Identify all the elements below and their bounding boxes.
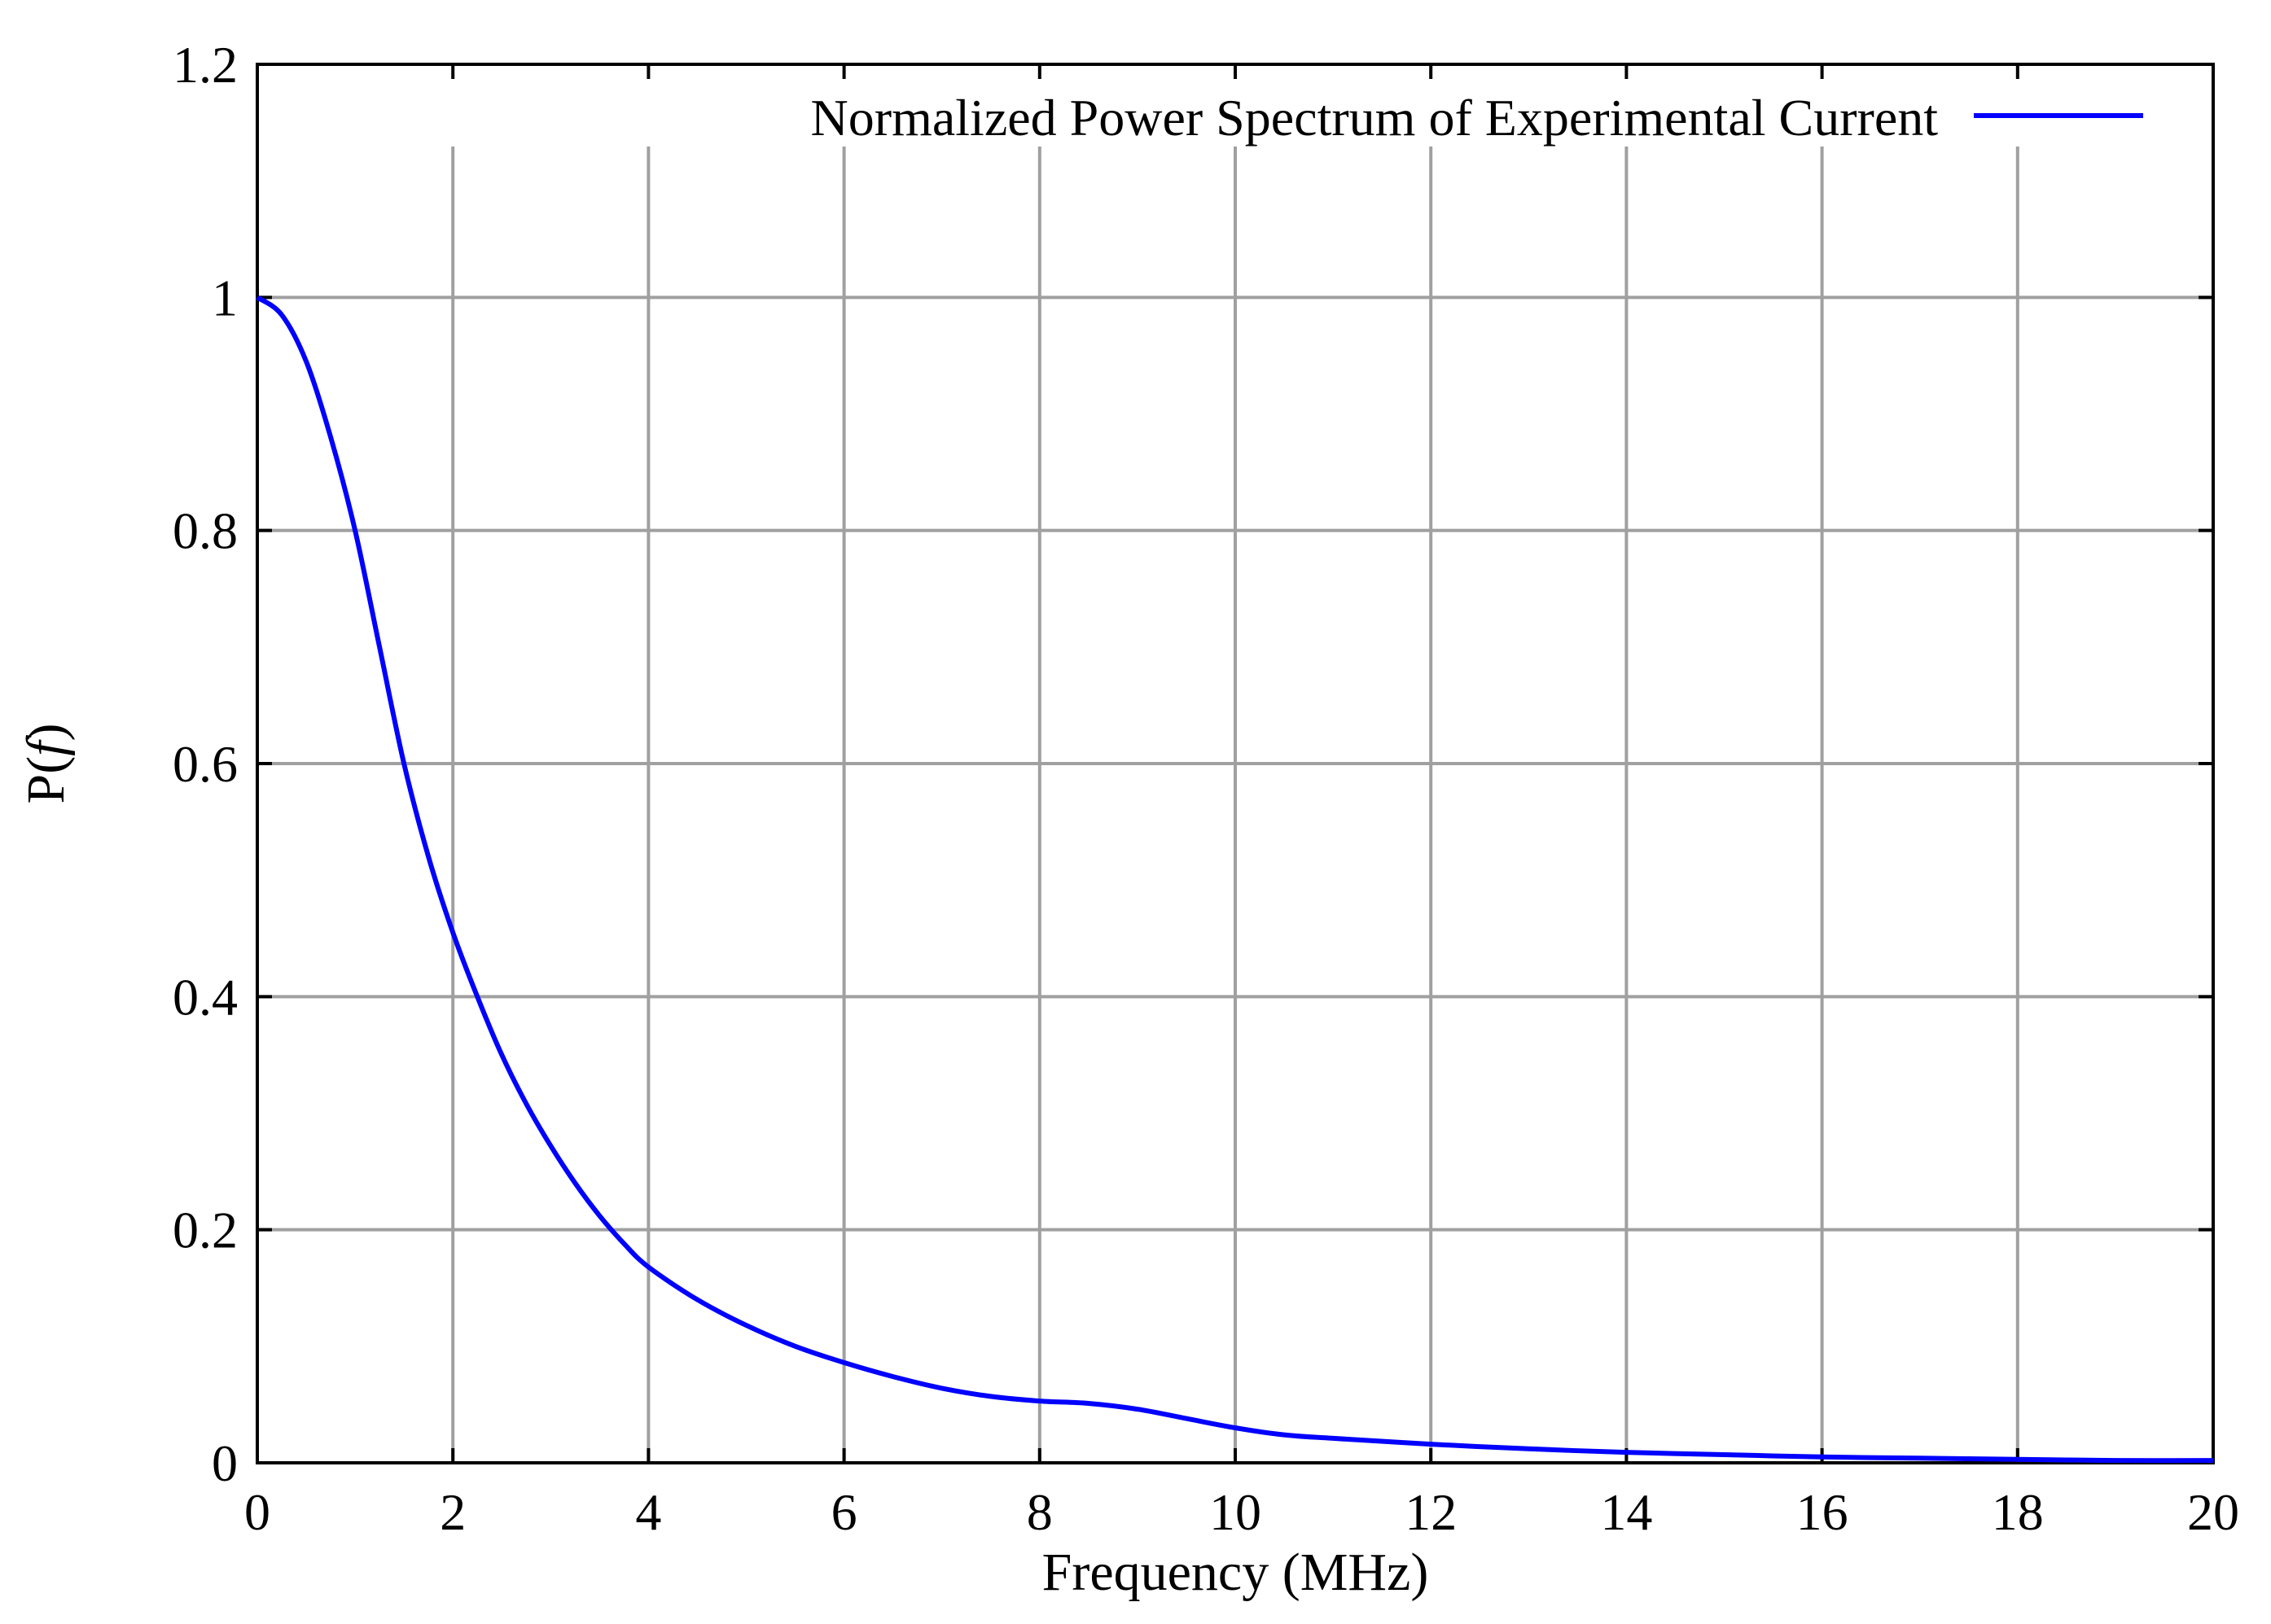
y-tick-label: 0 — [212, 1434, 238, 1492]
series-line — [256, 295, 2214, 1464]
x-tick-label: 10 — [1209, 1483, 1261, 1541]
x-axis-label: Frequency (MHz) — [1042, 1543, 1429, 1602]
y-tick-label: 0.4 — [173, 968, 238, 1026]
y-tick-label: 0.8 — [173, 502, 238, 560]
y-axis-label: P(f) — [16, 723, 76, 803]
plot-frame — [256, 63, 2215, 1464]
y-tick-label: 1 — [212, 269, 238, 326]
y-tick-labels: 0 0.2 0.4 0.6 0.8 1 1.2 — [173, 36, 238, 1492]
y-tick-label: 0.6 — [173, 735, 238, 793]
x-tick-label: 12 — [1405, 1483, 1457, 1541]
series-layer — [256, 295, 2214, 1464]
x-tick-label: 18 — [1992, 1483, 2044, 1541]
x-tick-label: 20 — [2187, 1483, 2239, 1541]
y-tick-label: 1.2 — [173, 36, 238, 94]
x-tick-label: 8 — [1027, 1483, 1053, 1541]
y-axis-label-prefix: P( — [16, 756, 76, 804]
x-tick-labels: 0 2 4 6 8 10 12 14 16 18 20 — [244, 1483, 2239, 1541]
legend: Normalized Power Spectrum of Experimenta… — [811, 89, 2143, 147]
grid-lines — [257, 147, 2213, 1463]
x-tick-label: 14 — [1600, 1483, 1652, 1541]
legend-label: Normalized Power Spectrum of Experimenta… — [811, 89, 1939, 147]
y-tick-label: 0.2 — [173, 1202, 238, 1259]
x-tick-label: 4 — [635, 1483, 661, 1541]
x-tick-label: 16 — [1796, 1483, 1848, 1541]
y-axis-label-suffix: ) — [16, 723, 76, 741]
x-tick-label: 6 — [831, 1483, 857, 1541]
x-tick-label: 2 — [440, 1483, 466, 1541]
x-tick-label: 0 — [244, 1483, 270, 1541]
